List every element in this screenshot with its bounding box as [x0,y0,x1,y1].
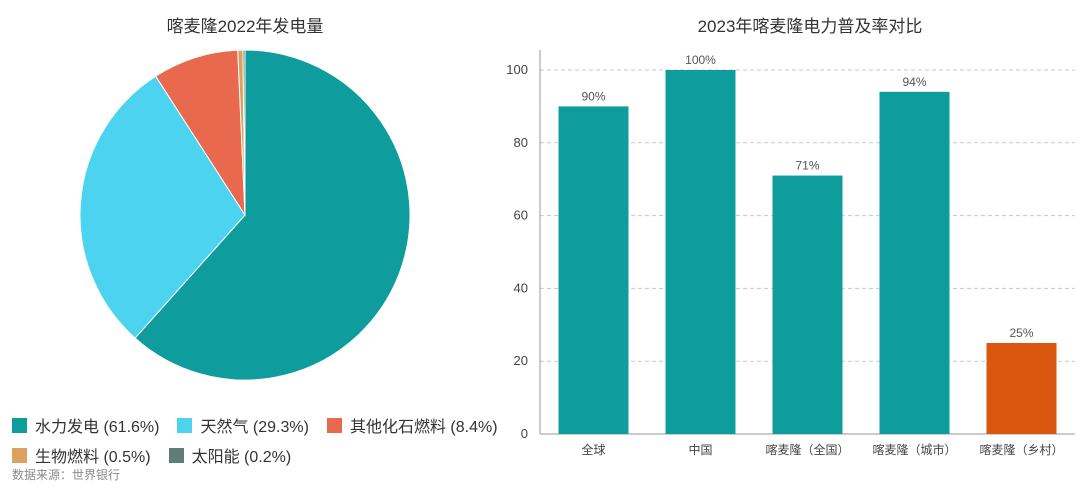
legend-item-biofuel: 生物燃料 (0.5%) [12,443,151,467]
data-label-0: 90% [581,89,605,103]
x-tick-label-2: 喀麦隆（全国） [765,442,849,457]
bar-0 [558,106,629,435]
legend-label-solar: 太阳能 (0.2%) [191,449,292,466]
legend-swatch-solar [168,447,184,463]
bar-4 [986,343,1057,434]
legend-item-gas: 天然气 (29.3%) [177,413,309,437]
bar-1 [665,70,736,434]
legend-swatch-hydro [12,417,27,433]
legend-label-gas: 天然气 (29.3%) [200,419,309,436]
pie-chart [79,49,411,381]
pie-slice-2 [155,49,246,217]
data-label-1: 100% [685,53,716,67]
pie-slice-0 [134,49,411,381]
y-tick-label-40: 40 [514,280,528,295]
y-tick-label-20: 20 [514,353,528,368]
x-tick-label-3: 喀麦隆（城市） [872,442,956,457]
y-tick-label-80: 80 [514,135,528,150]
x-tick-label-4: 喀麦隆（乡村） [979,442,1063,457]
pie-slice-4 [242,49,246,216]
y-tick-label-100: 100 [506,62,528,77]
legend-label-other-fossil: 其他化石燃料 (8.4%) [349,419,498,436]
legend-item-hydro: 水力发电 (61.6%) [12,413,159,437]
y-tick-label-0: 0 [521,426,528,441]
data-label-3: 94% [902,75,926,89]
legend-swatch-gas [177,417,193,433]
source-note: 数据来源：世界银行 [12,468,121,482]
legend-item-other-fossil: 其他化石燃料 (8.4%) [326,413,498,437]
bar-3 [879,91,950,434]
pie-chart-title: 喀麦隆2022年发电量 [166,17,324,36]
legend-label-biofuel: 生物燃料 (0.5%) [35,449,151,466]
x-tick-label-1: 中国 [688,442,712,457]
x-tick-label-0: 全球 [581,442,605,457]
legend-swatch-biofuel [12,447,27,463]
pie-legend: 水力发电 (61.6%) 天然气 (29.3%) 其他化石燃料 (8.4%) 生… [12,410,512,470]
bar-2 [772,175,843,434]
bar-chart-title: 2023年喀麦隆电力普及率对比 [697,17,923,36]
legend-item-solar: 太阳能 (0.2%) [168,443,292,467]
y-tick-label-60: 60 [514,208,528,223]
data-label-2: 71% [795,159,819,173]
pie-slice-1 [79,75,246,339]
data-label-4: 25% [1009,326,1033,340]
legend-swatch-other-fossil [326,417,342,433]
legend-label-hydro: 水力发电 (61.6%) [35,419,160,436]
